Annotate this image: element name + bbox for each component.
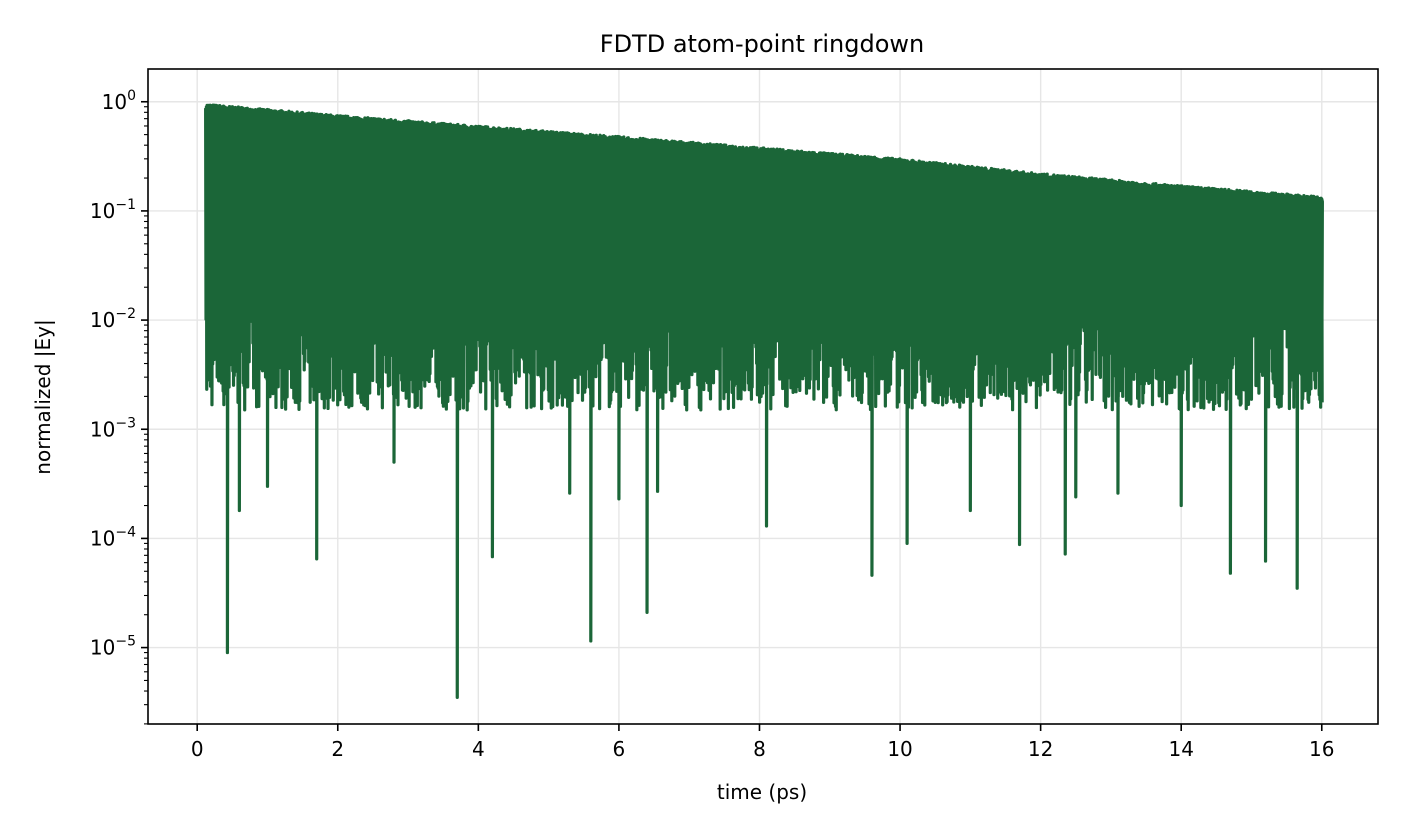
x-axis-label: time (ps)	[717, 780, 807, 804]
chart-title: FDTD atom-point ringdown	[600, 30, 924, 58]
y-tick-label: 10−5	[90, 634, 136, 660]
y-tick-label: 10−3	[90, 415, 136, 441]
y-tick-label: 100	[102, 88, 136, 114]
x-tick-label: 16	[1309, 737, 1334, 761]
x-tick-label: 8	[753, 737, 766, 761]
plot-area: 0 2 4 6 8 10 12 14 16 100 10−1 10−2 10−3 10−4 10−5	[90, 68, 1379, 761]
y-tick-label: 10−1	[90, 197, 136, 223]
x-tick-label: 12	[1028, 737, 1053, 761]
series-line	[204, 103, 1324, 699]
x-tick-label: 0	[191, 737, 204, 761]
x-tick-label: 6	[613, 737, 626, 761]
x-tick-label: 4	[472, 737, 485, 761]
x-tick-label: 14	[1168, 737, 1193, 761]
y-tick-label: 10−2	[90, 306, 136, 332]
y-axis-label: normalized |Ey|	[31, 319, 55, 474]
x-tick-label: 10	[887, 737, 912, 761]
x-tick-label: 2	[331, 737, 344, 761]
y-tick-label: 10−4	[90, 524, 136, 550]
